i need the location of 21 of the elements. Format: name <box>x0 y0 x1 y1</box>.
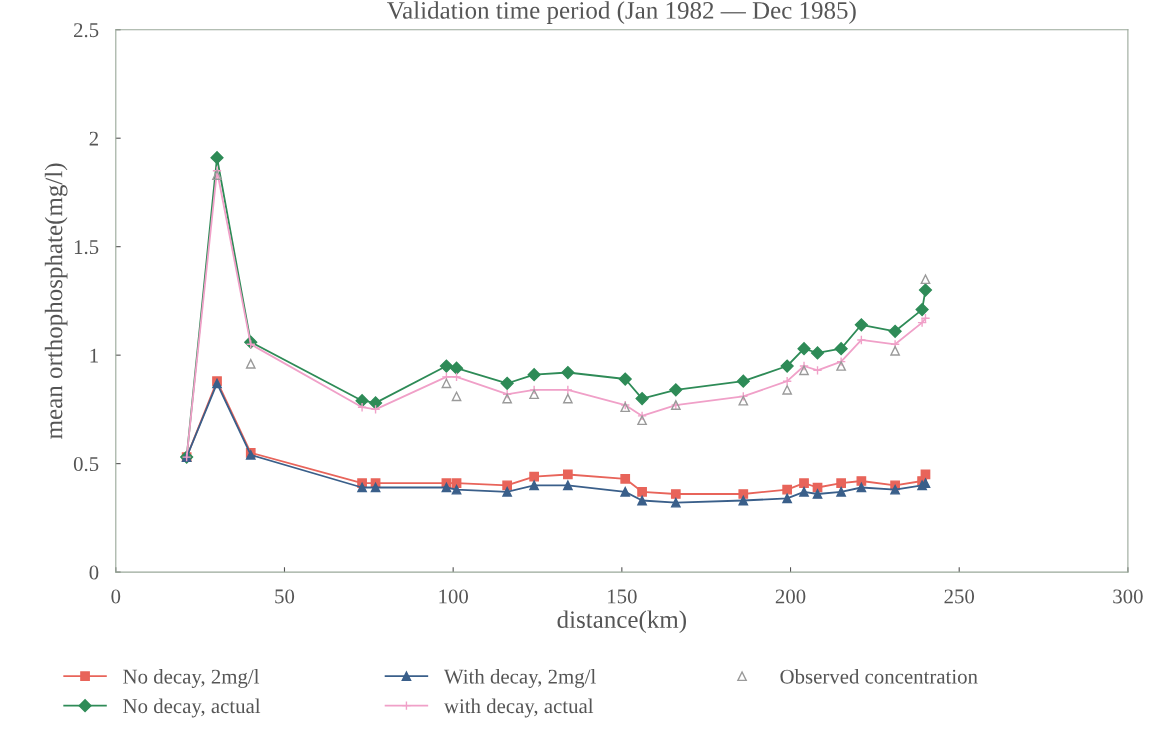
legend-label: No decay, actual <box>123 698 261 718</box>
x-tick-label: 200 <box>775 589 806 604</box>
legend-label: with decay, actual <box>443 698 594 718</box>
y-tick-label: 2.5 <box>74 23 99 38</box>
chart-title: Validation time period (Jan 1982 — Dec 1985) <box>387 1 856 24</box>
y-tick-label: 2 <box>89 131 98 146</box>
y-tick-label: 1 <box>90 348 98 363</box>
y-tick-label: 1.5 <box>74 240 99 255</box>
legend-label: With decay, 2mg/l <box>443 669 596 688</box>
x-tick-label: 0 <box>111 589 121 604</box>
legend-label: No decay, 2mg/l <box>123 669 260 688</box>
x-tick-label: 300 <box>1113 589 1143 604</box>
x-tick-label: 100 <box>439 589 468 604</box>
x-axis-title: distance(km) <box>557 610 686 634</box>
x-tick-label: 250 <box>944 589 975 604</box>
x-tick-label: 150 <box>608 589 637 604</box>
legend-label: Observed concentration <box>780 669 978 684</box>
x-tick-label: 50 <box>275 589 295 604</box>
y-tick-label: 0.5 <box>73 457 99 472</box>
y-axis-title: mean orthophosphate(mg/l) <box>44 163 68 439</box>
y-tick-label: 0 <box>89 565 99 580</box>
